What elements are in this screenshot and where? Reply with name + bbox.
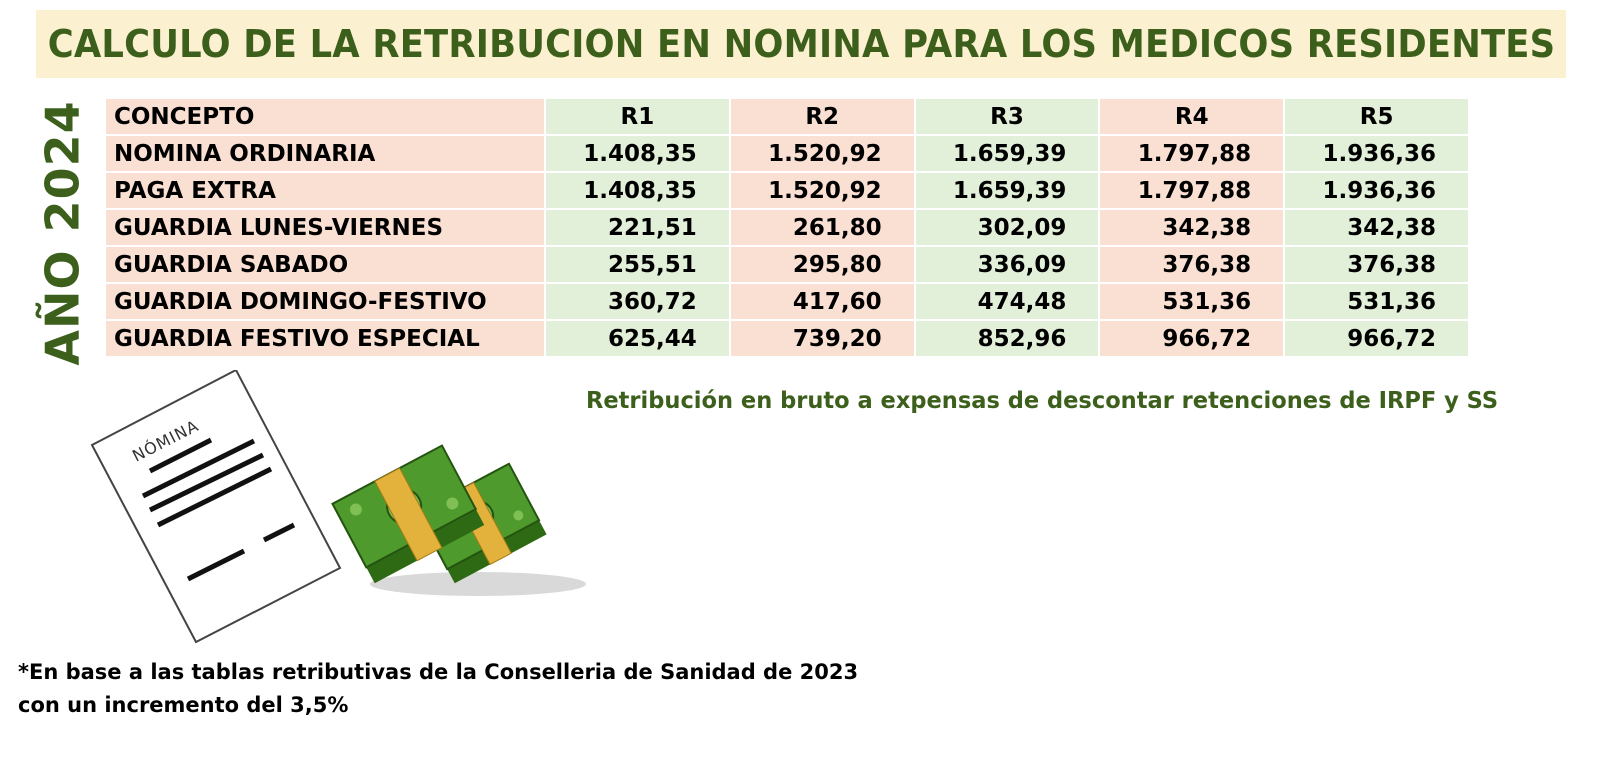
table-cell: 1.659,39	[915, 173, 1099, 210]
footnote-line: con un incremento del 3,5%	[18, 693, 349, 717]
table-row: NOMINA ORDINARIA 1.408,35 1.520,92 1.659…	[106, 136, 1468, 173]
table-cell: 255,51	[546, 247, 729, 284]
column-header-r3: R3	[915, 99, 1099, 136]
table-cell: 261,80	[730, 210, 914, 247]
table-cell: 1.936,36	[1285, 173, 1468, 210]
table-cell: 376,38	[1285, 247, 1468, 284]
table-cell: 739,20	[730, 321, 914, 358]
table-row: GUARDIA LUNES-VIERNES 221,51 261,80 302,…	[106, 210, 1468, 247]
table-cell: 966,72	[1100, 321, 1284, 358]
table-cell: 1.520,92	[730, 173, 914, 210]
row-concept-label: NOMINA ORDINARIA	[106, 136, 544, 173]
column-header-concepto: CONCEPTO	[106, 99, 544, 136]
row-concept-label: GUARDIA LUNES-VIERNES	[106, 210, 544, 247]
table-header-row: CONCEPTO R1 R2 R3 R4 R5	[106, 99, 1468, 136]
table-cell: 1.936,36	[1285, 136, 1468, 173]
table-cell: 852,96	[915, 321, 1099, 358]
row-concept-label: GUARDIA DOMINGO-FESTIVO	[106, 284, 544, 321]
column-header-r4: R4	[1100, 99, 1284, 136]
table-row: GUARDIA FESTIVO ESPECIAL 625,44 739,20 8…	[106, 321, 1468, 358]
table-cell: 376,38	[1100, 247, 1284, 284]
page-title: CALCULO DE LA RETRIBUCION EN NOMINA PARA…	[47, 22, 1555, 66]
row-concept-label: GUARDIA SABADO	[106, 247, 544, 284]
table-cell: 1.659,39	[915, 136, 1099, 173]
table-cell: 302,09	[915, 210, 1099, 247]
table-cell: 295,80	[730, 247, 914, 284]
footnote-line: *En base a las tablas retributivas de la…	[18, 660, 859, 684]
table-cell: 531,36	[1100, 284, 1284, 321]
table-cell: 1.408,35	[546, 136, 729, 173]
table-cell: 360,72	[546, 284, 729, 321]
table-cell: 417,60	[730, 284, 914, 321]
table-row: GUARDIA SABADO 255,51 295,80 336,09 376,…	[106, 247, 1468, 284]
column-header-r5: R5	[1285, 99, 1468, 136]
year-label-text: AÑO 2024	[36, 100, 90, 366]
table-cell: 1.797,88	[1100, 136, 1284, 173]
footnote: *En base a las tablas retributivas de la…	[18, 656, 918, 722]
title-banner: CALCULO DE LA RETRIBUCION EN NOMINA PARA…	[36, 10, 1566, 78]
table-cell: 474,48	[915, 284, 1099, 321]
row-concept-label: PAGA EXTRA	[106, 173, 544, 210]
table-cell: 1.797,88	[1100, 173, 1284, 210]
payslip-document-icon: NÓMINA	[90, 370, 342, 644]
table-cell: 531,36	[1285, 284, 1468, 321]
table-cell: 1.408,35	[546, 173, 729, 210]
year-label: AÑO 2024	[36, 100, 90, 365]
table-cell: 1.520,92	[730, 136, 914, 173]
table-cell: 221,51	[546, 210, 729, 247]
column-header-r2: R2	[730, 99, 914, 136]
table-cell: 342,38	[1285, 210, 1468, 247]
table-cell: 342,38	[1100, 210, 1284, 247]
table-cell: 625,44	[546, 321, 729, 358]
row-concept-label: GUARDIA FESTIVO ESPECIAL	[106, 321, 544, 358]
column-header-r1: R1	[546, 99, 729, 136]
payroll-illustration: NÓMINA	[90, 370, 586, 644]
table-row: PAGA EXTRA 1.408,35 1.520,92 1.659,39 1.…	[106, 173, 1468, 210]
table-cell: 966,72	[1285, 321, 1468, 358]
table-cell: 336,09	[915, 247, 1099, 284]
money-stack-icon	[331, 444, 586, 596]
gross-salary-note: Retribución en bruto a expensas de desco…	[586, 388, 1499, 414]
table-row: GUARDIA DOMINGO-FESTIVO 360,72 417,60 47…	[106, 284, 1468, 321]
salary-table: CONCEPTO R1 R2 R3 R4 R5 NOMINA ORDINARIA…	[104, 99, 1470, 358]
